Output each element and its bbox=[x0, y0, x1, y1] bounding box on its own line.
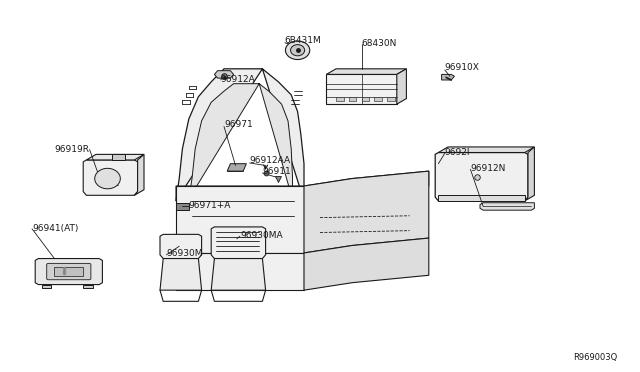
Ellipse shape bbox=[291, 45, 305, 56]
Text: 96971+A: 96971+A bbox=[189, 201, 231, 210]
Polygon shape bbox=[35, 259, 102, 285]
Polygon shape bbox=[387, 97, 395, 101]
Polygon shape bbox=[525, 147, 534, 201]
Polygon shape bbox=[326, 69, 406, 74]
Polygon shape bbox=[83, 160, 138, 195]
Text: 96912A: 96912A bbox=[221, 76, 255, 84]
Polygon shape bbox=[304, 171, 429, 253]
Polygon shape bbox=[397, 69, 406, 104]
Text: 68430N: 68430N bbox=[362, 39, 397, 48]
Text: 96930MA: 96930MA bbox=[240, 231, 283, 240]
Polygon shape bbox=[438, 147, 534, 153]
Polygon shape bbox=[54, 267, 83, 276]
Ellipse shape bbox=[95, 168, 120, 189]
Polygon shape bbox=[47, 263, 91, 280]
Polygon shape bbox=[134, 154, 144, 195]
Polygon shape bbox=[160, 259, 202, 290]
Text: 96911: 96911 bbox=[262, 167, 291, 176]
Text: 96912N: 96912N bbox=[470, 164, 506, 173]
Polygon shape bbox=[160, 234, 202, 259]
Polygon shape bbox=[349, 97, 356, 101]
Text: R969003Q: R969003Q bbox=[573, 353, 618, 362]
Polygon shape bbox=[374, 97, 382, 101]
Text: 96930M: 96930M bbox=[166, 249, 203, 258]
Text: 96919R: 96919R bbox=[54, 145, 90, 154]
Text: 6B431M: 6B431M bbox=[285, 36, 321, 45]
Polygon shape bbox=[83, 285, 93, 288]
Polygon shape bbox=[211, 227, 266, 259]
Polygon shape bbox=[362, 97, 369, 101]
Polygon shape bbox=[438, 195, 525, 201]
Polygon shape bbox=[112, 154, 125, 160]
Polygon shape bbox=[42, 285, 51, 288]
Text: 96912AA: 96912AA bbox=[250, 156, 291, 165]
Polygon shape bbox=[304, 238, 429, 290]
Polygon shape bbox=[176, 171, 429, 201]
Text: 9692l: 9692l bbox=[445, 148, 470, 157]
Text: 96941(AT): 96941(AT) bbox=[32, 224, 78, 233]
Polygon shape bbox=[227, 164, 246, 171]
Polygon shape bbox=[336, 97, 344, 101]
Polygon shape bbox=[176, 69, 304, 201]
Polygon shape bbox=[86, 154, 144, 160]
Polygon shape bbox=[480, 203, 534, 210]
Ellipse shape bbox=[285, 41, 310, 60]
Polygon shape bbox=[176, 203, 189, 210]
Text: 96971: 96971 bbox=[224, 120, 253, 129]
Polygon shape bbox=[326, 74, 397, 104]
Polygon shape bbox=[176, 186, 304, 253]
Polygon shape bbox=[435, 153, 528, 201]
Text: 96910X: 96910X bbox=[445, 63, 479, 72]
Polygon shape bbox=[211, 259, 266, 290]
Polygon shape bbox=[189, 84, 292, 199]
Polygon shape bbox=[214, 71, 234, 78]
Polygon shape bbox=[176, 253, 304, 290]
Polygon shape bbox=[442, 74, 454, 80]
